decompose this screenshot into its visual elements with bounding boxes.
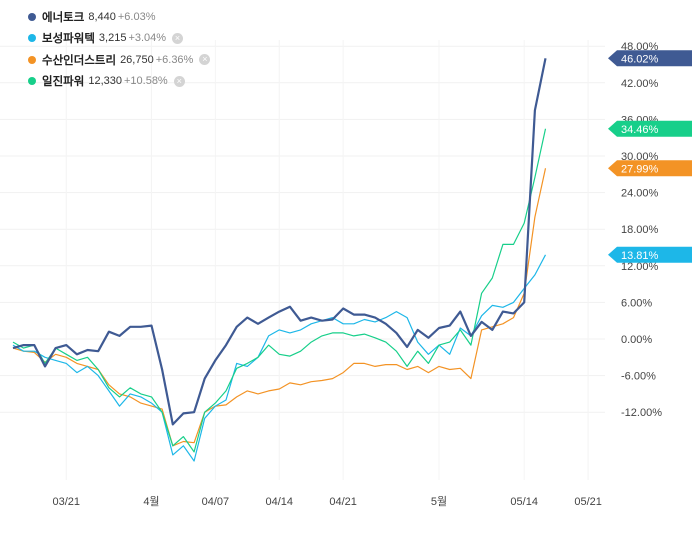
legend-price: 12,330	[88, 75, 122, 88]
series-line-3	[12, 128, 547, 453]
y-tick-label: 42.00%	[621, 78, 659, 90]
y-tick-label: 12.00%	[621, 261, 659, 273]
legend-dot-icon	[28, 34, 36, 43]
legend-price: 8,440	[88, 10, 116, 23]
series-line-0	[12, 58, 547, 426]
x-tick-label: 04/14	[265, 496, 293, 508]
y-tick-label: 48.00%	[621, 41, 659, 53]
x-tick-label: 4월	[143, 495, 159, 508]
legend-change: +3.04%	[128, 32, 167, 45]
x-tick-label: 05/14	[510, 496, 538, 508]
y-tick-label: 18.00%	[621, 224, 659, 236]
legend: 에너토크 8,440 +6.03% 보성파워텍 3,215 +3.04% × 수…	[28, 6, 211, 93]
last-value-badge	[608, 120, 692, 137]
legend-dot-icon	[28, 55, 36, 64]
legend-name: 수산인더스트리	[42, 54, 117, 67]
last-value-badge	[608, 246, 692, 263]
y-tick-label: 24.00%	[621, 188, 659, 200]
last-value-badge-label: 34.46%	[621, 124, 659, 136]
last-value-badge-label: 27.99%	[621, 163, 659, 175]
x-tick-label: 05/21	[574, 496, 602, 508]
legend-item-susan[interactable]: 수산인더스트리 26,750 +6.36% ×	[28, 49, 211, 71]
x-tick-label: 04/21	[329, 496, 357, 508]
y-tick-label: 6.00%	[621, 297, 652, 309]
legend-change: +6.36%	[155, 53, 194, 66]
x-tick-label: 5월	[431, 495, 447, 508]
y-tick-label: -12.00%	[621, 407, 662, 419]
legend-price: 26,750	[120, 53, 154, 66]
legend-item-boseong[interactable]: 보성파워텍 3,215 +3.04% ×	[28, 28, 210, 50]
remove-series-close-icon[interactable]: ×	[199, 54, 211, 66]
legend-item-entertoke[interactable]: 에너토크 8,440 +6.03%	[28, 6, 210, 28]
last-value-badge	[608, 160, 692, 177]
legend-name: 보성파워텍	[42, 33, 95, 46]
x-tick-label: 04/07	[202, 496, 230, 508]
remove-series-close-icon[interactable]: ×	[172, 32, 184, 44]
legend-name: 에너토크	[42, 11, 85, 24]
last-value-badge-label: 46.02%	[621, 53, 659, 65]
legend-price: 3,215	[98, 32, 127, 45]
x-axis-ticks: 03/21 4월 04/07 04/14 04/21 5월 05/14 05/21	[52, 495, 601, 508]
series-lines	[12, 58, 547, 462]
grid	[0, 40, 605, 480]
y-tick-label: 30.00%	[621, 151, 659, 163]
legend-item-iljin[interactable]: 일진파워 12,330 +10.58% ×	[28, 71, 210, 93]
last-value-badges: 46.02% 34.46% 27.99% 13.81%	[608, 50, 692, 263]
legend-name: 일진파워	[42, 76, 85, 89]
legend-change: +6.03%	[117, 10, 156, 23]
y-tick-label: 0.00%	[621, 334, 652, 346]
x-tick-label: 03/21	[52, 496, 80, 508]
y-axis-ticks: 48.00%42.00%36.00%30.00%24.00%18.00%12.0…	[621, 41, 662, 419]
legend-dot-icon	[28, 12, 36, 21]
last-value-badge	[608, 50, 692, 67]
remove-series-close-icon[interactable]: ×	[173, 75, 185, 87]
series-line-1	[12, 254, 547, 462]
last-value-badge-label: 13.81%	[621, 250, 659, 262]
y-tick-label: -6.00%	[621, 371, 656, 383]
legend-dot-icon	[28, 77, 36, 86]
legend-change: +10.58%	[123, 75, 168, 88]
